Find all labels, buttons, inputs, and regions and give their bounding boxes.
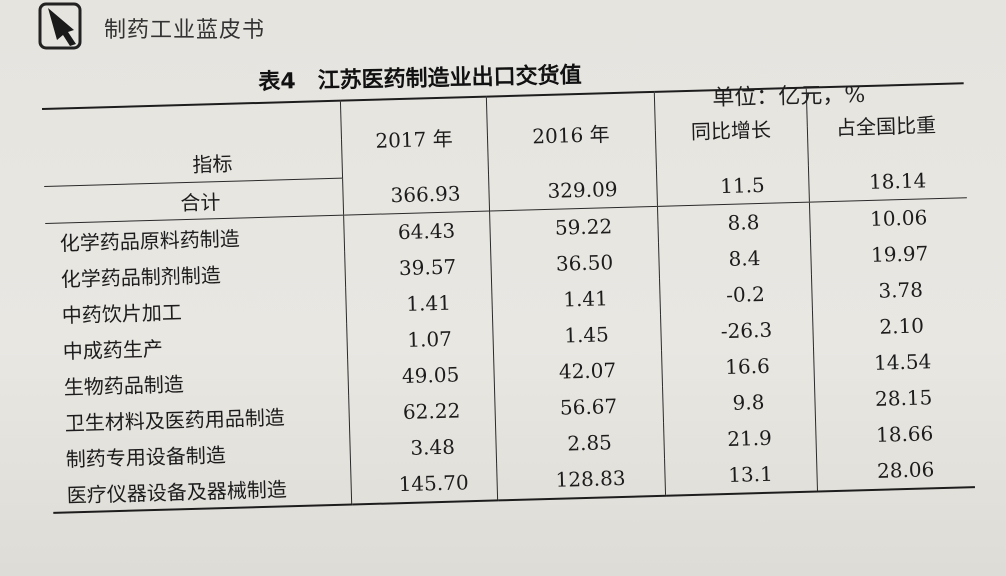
cell-growth: 11.5: [655, 165, 809, 207]
cell-2017: 3.48: [349, 427, 497, 468]
cell-2016: 1.41: [491, 278, 661, 320]
cell-2016: 59.22: [489, 206, 659, 248]
cell-2016: 42.07: [493, 350, 663, 392]
cell-share: 2.10: [811, 306, 971, 347]
cell-growth: 8.8: [656, 202, 810, 243]
cell-growth: 9.8: [662, 382, 815, 423]
cell-2017: 145.70: [350, 463, 498, 505]
header-growth: 同比增长: [653, 87, 808, 170]
cell-2017: 366.93: [342, 174, 490, 216]
cell-2016: 2.85: [495, 422, 665, 464]
cell-growth: 16.6: [661, 346, 814, 387]
cell-growth: -26.3: [660, 310, 813, 351]
cell-share: 14.54: [812, 342, 972, 383]
cell-share: 18.66: [814, 414, 974, 455]
header-2017: 2017 年: [339, 96, 489, 179]
cell-share: 19.97: [809, 234, 969, 275]
row-name: 医疗仪器设备及器械制造: [52, 467, 352, 513]
cell-growth: 8.4: [658, 238, 811, 279]
cell-growth: 13.1: [664, 454, 818, 496]
cell-2016: 1.45: [492, 314, 662, 356]
cell-share: 18.14: [807, 160, 967, 203]
header-2016: 2016 年: [485, 91, 656, 175]
cell-2017: 1.07: [346, 319, 494, 360]
cell-growth: -0.2: [659, 274, 812, 315]
bookmark-arrow-icon: [38, 2, 82, 50]
cell-share: 28.06: [815, 450, 975, 492]
cell-2017: 1.41: [345, 283, 493, 324]
cell-share: 3.78: [810, 270, 970, 311]
cell-2016: 128.83: [496, 458, 666, 501]
cell-2016: 56.67: [494, 386, 664, 428]
table-title: 表4 江苏医药制造业出口交货值: [258, 63, 582, 95]
cell-2017: 64.43: [343, 211, 491, 252]
data-table: 2017 年 2016 年 同比增长 占全国比重 指标 合计 366.93 329.…: [42, 82, 975, 514]
cell-2017: 49.05: [347, 355, 495, 396]
table-body: 合计 366.93 329.09 11.5 18.14 化学药品原料药制造 64.43 59.…: [44, 160, 975, 513]
header-share: 占全国比重: [805, 83, 966, 166]
cell-2017: 39.57: [344, 247, 492, 288]
cell-2017: 62.22: [348, 391, 496, 432]
cell-2016: 36.50: [490, 242, 660, 284]
cell-share: 28.15: [813, 378, 973, 419]
cell-share: 10.06: [808, 197, 968, 239]
cell-growth: 21.9: [663, 418, 816, 459]
cell-2016: 329.09: [488, 169, 657, 212]
export-value-table: 2017 年 2016 年 同比增长 占全国比重 指标 合计 366.93 329.…: [42, 82, 975, 514]
series-title: 制药工业蓝皮书: [104, 18, 266, 43]
